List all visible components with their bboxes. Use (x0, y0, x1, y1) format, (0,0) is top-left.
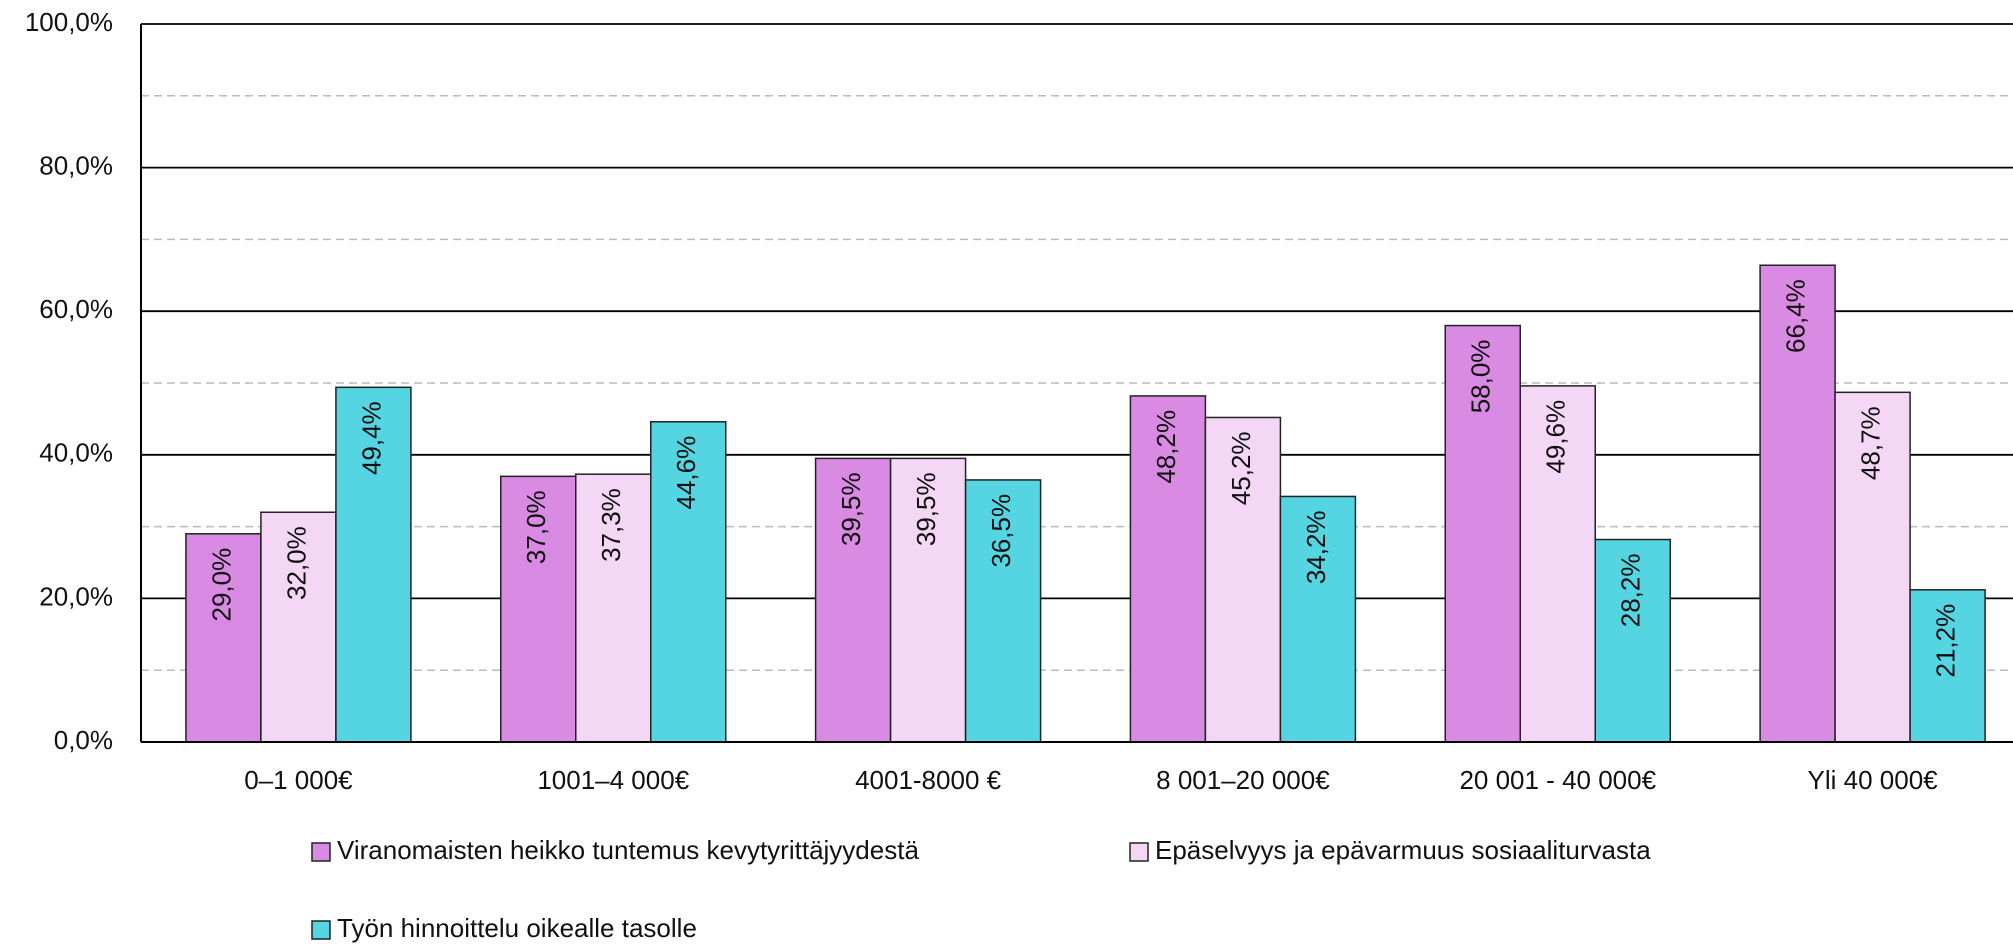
value-label: 48,7% (1855, 406, 1885, 480)
x-tick-label: 4001-8000 € (855, 765, 1002, 795)
y-tick-label: 20,0% (39, 581, 113, 611)
bar (1444, 324, 1521, 743)
x-tick-label: 8 001–20 000€ (1156, 765, 1330, 795)
value-label: 49,6% (1541, 400, 1571, 474)
bar (335, 386, 412, 743)
value-label: 37,3% (596, 488, 626, 562)
value-label: 28,2% (1616, 554, 1646, 628)
bar (1759, 264, 1836, 743)
legend-label: Viranomaisten heikko tuntemus kevytyritt… (337, 835, 919, 865)
bar (964, 479, 1042, 743)
value-label: 34,2% (1301, 510, 1331, 584)
value-label: 21,2% (1930, 604, 1960, 678)
value-label: 36,5% (986, 494, 1016, 568)
bar (500, 475, 577, 743)
bar (1279, 495, 1357, 743)
value-label: 58,0% (1466, 340, 1496, 414)
legend-swatch (1129, 842, 1149, 862)
y-tick-label: 60,0% (39, 294, 113, 324)
bar (1834, 391, 1911, 743)
bar (575, 473, 652, 743)
value-label: 37,0% (521, 490, 551, 564)
legend-swatch (311, 842, 331, 862)
value-label: 39,5% (836, 472, 866, 546)
legend-label: Työn hinnoittelu oikealle tasolle (337, 913, 697, 943)
bar (1129, 395, 1207, 743)
y-tick-label: 0,0% (54, 725, 113, 755)
value-label: 29,0% (206, 548, 236, 622)
value-label: 44,6% (671, 436, 701, 510)
value-label: 66,4% (1780, 279, 1810, 353)
bar (1909, 589, 1986, 743)
x-tick-label: 20 001 - 40 000€ (1459, 765, 1656, 795)
bar (1204, 416, 1282, 743)
value-label: 45,2% (1226, 431, 1256, 505)
value-label: 39,5% (911, 472, 941, 546)
bar (814, 457, 892, 743)
x-tick-label: Yli 40 000€ (1808, 765, 1939, 795)
value-label: 48,2% (1151, 410, 1181, 484)
y-tick-label: 40,0% (39, 438, 113, 468)
bar (650, 421, 727, 743)
legend-label: Epäselvyys ja epävarmuus sosiaaliturvast… (1155, 835, 1651, 865)
value-label: 49,4% (356, 401, 386, 475)
y-tick-label: 100,0% (25, 7, 113, 37)
bar (1594, 538, 1671, 743)
y-tick-label: 80,0% (39, 150, 113, 180)
x-tick-label: 0–1 000€ (244, 765, 353, 795)
value-label: 32,0% (281, 526, 311, 600)
legend-swatch (311, 920, 331, 940)
x-tick-label: 1001–4 000€ (537, 765, 689, 795)
